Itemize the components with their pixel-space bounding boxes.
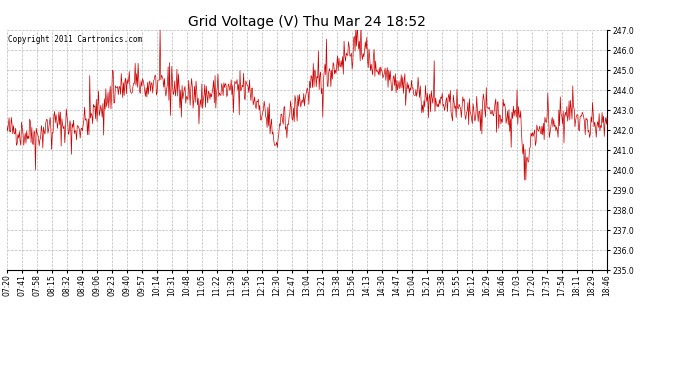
Text: Copyright 2011 Cartronics.com: Copyright 2011 Cartronics.com xyxy=(8,35,142,44)
Title: Grid Voltage (V) Thu Mar 24 18:52: Grid Voltage (V) Thu Mar 24 18:52 xyxy=(188,15,426,29)
